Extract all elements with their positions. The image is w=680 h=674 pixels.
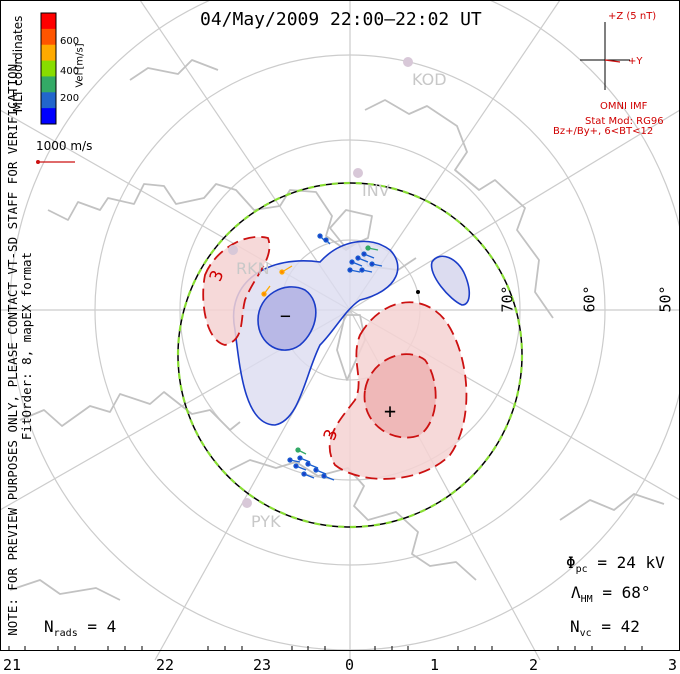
- colorbar-segment: [41, 13, 56, 30]
- hm-boundary-latitude: ΛHM = 68°: [571, 583, 651, 605]
- positive-cell-small: [202, 236, 271, 346]
- colorbar-frame: [40, 12, 57, 125]
- imf-z-label: +Z (5 nT): [608, 11, 657, 22]
- colorbar-tick-600: 600: [60, 36, 80, 47]
- mlt-label-3: 3: [668, 656, 678, 674]
- lambda-symbol: Λ: [571, 583, 581, 602]
- colorbar-tick-400: 400: [60, 66, 80, 77]
- nrads-symbol: N: [44, 617, 54, 636]
- mlt-label-23: 23: [253, 656, 272, 674]
- negative-cell-inner: [257, 286, 317, 351]
- mlt-ticks: [8, 646, 643, 650]
- map-title: 04/May/2009 22:00–22:02 UT: [200, 9, 482, 30]
- phi-value: = 24 kV: [597, 553, 665, 572]
- nvc-subscript: vc: [579, 628, 592, 640]
- colorbar-segment: [41, 92, 56, 109]
- colorbar-segment: [41, 60, 56, 77]
- heppner-maynard-boundary: [176, 181, 524, 529]
- cross-polar-potential: Φpc = 24 kV: [566, 553, 665, 575]
- stat-model: Stat Mod: RG96: [585, 116, 664, 127]
- mlt-label-0: 0: [345, 656, 355, 674]
- positive-cell-inner: [363, 353, 437, 439]
- nvc-value: = 42: [601, 617, 640, 636]
- imf-condition: Bz+/By+, 6<BT<12: [553, 126, 654, 137]
- colorbar-segment: [41, 108, 56, 125]
- velocity-vectors: [261, 233, 383, 481]
- imf-title: OMNI IMF: [600, 101, 648, 112]
- note-line-1: NOTE: FOR PREVIEW PURPOSES ONLY, PLEASE …: [5, 56, 20, 636]
- colorbar-segment: [41, 76, 56, 93]
- mlt-label-2: 2: [529, 656, 539, 674]
- negative-potential-mark: −: [280, 306, 291, 327]
- station-markers: [228, 57, 413, 508]
- radar-count: Nrads = 4: [44, 617, 116, 639]
- phi-subscript: pc: [575, 564, 588, 576]
- color-bar: [40, 12, 57, 125]
- negative-cell-outer: [232, 240, 399, 426]
- lambda-subscript: HM: [580, 594, 593, 606]
- station-kod: KOD: [412, 70, 447, 89]
- lat-label-60: 60°: [580, 285, 599, 313]
- phi-symbol: Φ: [566, 553, 576, 572]
- mlt-coordinates-label: MLT coordinates: [11, 15, 25, 113]
- nvc-symbol: N: [570, 617, 580, 636]
- colorbar-tick-200: 200: [60, 93, 80, 104]
- preview-note: NOTE: FOR PREVIEW PURPOSES ONLY, PLEASE …: [5, 26, 34, 666]
- station-pyk: PYK: [251, 512, 281, 531]
- station-inv: INV: [362, 181, 390, 200]
- imf-y-label: +Y: [628, 56, 643, 67]
- colorbar-segment: [41, 28, 56, 46]
- mlt-label-22: 22: [156, 656, 175, 674]
- colorbar-segment: [41, 44, 56, 62]
- velocity-scale-label: 1000 m/s: [36, 139, 93, 153]
- mlt-label-21: 21: [3, 656, 22, 674]
- lat-label-70: 70°: [498, 285, 517, 313]
- negative-cell-small: [430, 255, 471, 306]
- nrads-subscript: rads: [53, 628, 78, 640]
- nrads-value: = 4: [87, 617, 117, 636]
- lambda-value: = 68°: [602, 583, 651, 602]
- mlt-label-1: 1: [430, 656, 440, 674]
- vector-count: Nvc = 42: [570, 617, 640, 639]
- positive-potential-mark: +: [384, 399, 397, 423]
- station-rkn: RKN: [236, 259, 270, 278]
- note-line-2: FitOrder: 8, mapEX format: [19, 251, 34, 441]
- lat-label-50: 50°: [656, 285, 675, 313]
